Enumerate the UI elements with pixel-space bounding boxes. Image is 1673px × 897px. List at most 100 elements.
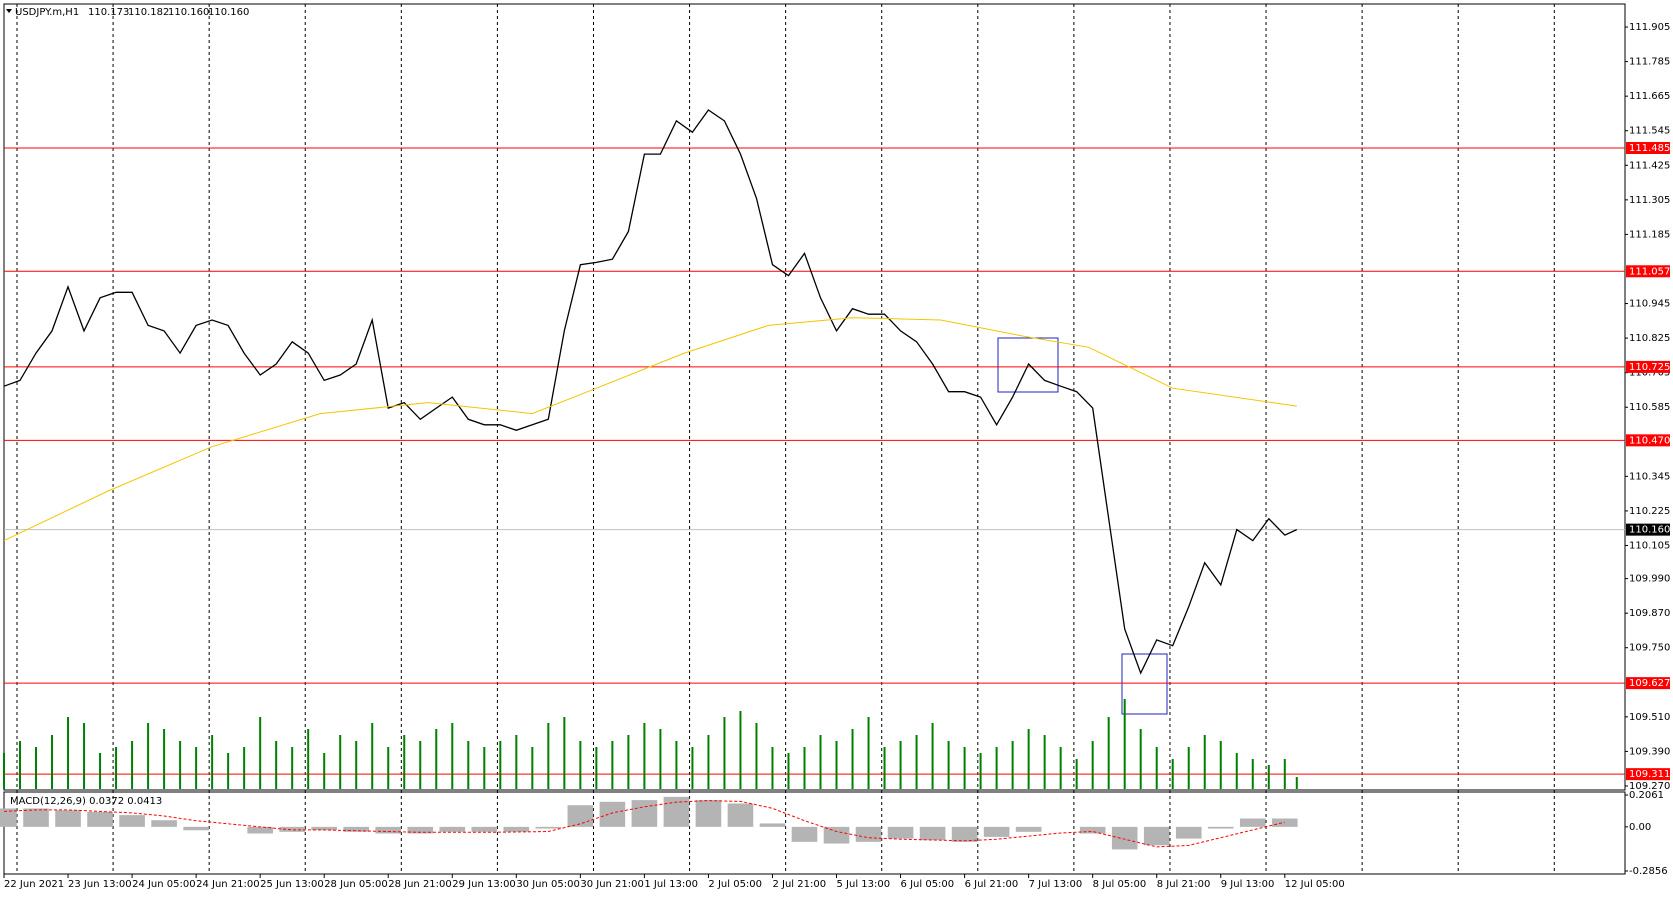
macd-bar [823, 826, 850, 844]
ohlc-low: 110.160 [168, 7, 209, 18]
macd-bar [1015, 826, 1042, 832]
volume-bar [51, 735, 54, 789]
macd-bar [983, 826, 1010, 837]
volume-bar [1219, 741, 1222, 789]
ohlc-close: 110.160 [208, 7, 249, 18]
macd-bar [1239, 818, 1266, 827]
volume-bar [227, 753, 230, 789]
level-box [1626, 768, 1670, 781]
x-tick-label: 12 Jul 05:00 [1285, 879, 1345, 890]
volume-bar [435, 729, 438, 789]
volume-bar [755, 723, 758, 789]
y-tick-label: 111.185 [1629, 229, 1670, 240]
volume-bar [675, 741, 678, 789]
annotation-box[interactable] [1121, 653, 1168, 715]
menu-arrow[interactable] [6, 9, 12, 13]
macd-frame [3, 791, 1626, 875]
macd-bar [55, 810, 81, 827]
volume-bar [99, 753, 102, 789]
macd-bar [23, 808, 49, 827]
x-tick-label: 30 Jun 21:00 [580, 879, 644, 890]
volume-bar [995, 747, 998, 789]
volume-bar [563, 717, 566, 789]
volume-bar [659, 729, 662, 789]
volume-bar [1123, 699, 1126, 789]
y-tick-label: 111.305 [1629, 195, 1670, 206]
volume-bar [1235, 753, 1238, 789]
symbol: USDJPY.m,H1 [15, 7, 79, 18]
macd-bar [151, 820, 177, 827]
volume-bar [787, 753, 790, 789]
x-tick-label: 5 Jul 13:00 [837, 879, 891, 890]
volume-bar [403, 735, 406, 789]
volume-bar [1283, 759, 1286, 789]
y-tick-label: 110.225 [1629, 506, 1670, 517]
macd-bar [919, 826, 946, 841]
volume-bar [515, 735, 518, 789]
volume-bar [947, 741, 950, 789]
volume-bar [1091, 741, 1094, 789]
volume-bar [595, 747, 598, 789]
volume-bar [1027, 729, 1030, 789]
volume-bar [723, 717, 726, 789]
x-tick-label: 7 Jul 13:00 [1029, 879, 1083, 890]
volume-bar [1203, 735, 1206, 789]
volume-bar [851, 729, 854, 789]
ohlc-open: 110.173 [88, 7, 129, 18]
macd-bar [567, 805, 594, 827]
y-tick-label: 109.870 [1629, 608, 1670, 619]
volume-bar [835, 741, 838, 789]
macd-bar [855, 826, 882, 842]
annotation-box[interactable] [997, 337, 1059, 393]
y-tick-label: 0.2061 [1629, 790, 1664, 801]
volume-bar [867, 717, 870, 789]
macd-bar [759, 823, 786, 827]
volume-bar [195, 747, 198, 789]
x-tick-label: 2 Jul 21:00 [772, 879, 826, 890]
volume-bar [67, 717, 70, 789]
volume-bar [19, 741, 22, 789]
macd-bar [247, 826, 273, 834]
level-box [1626, 142, 1670, 155]
grid [16, 4, 1555, 874]
x-tick-label: 1 Jul 13:00 [644, 879, 698, 890]
macd-bar [279, 826, 305, 832]
volume-bar [1267, 765, 1270, 789]
main-frame [3, 3, 1626, 791]
x-tick-label: 8 Jul 21:00 [1157, 879, 1211, 890]
level-label: 111.057 [1629, 266, 1670, 277]
volume-bar [243, 747, 246, 789]
volume-bar [211, 735, 214, 789]
y-tick-label: -0.2856 [1629, 866, 1668, 877]
macd-bar [375, 826, 402, 834]
macd-bar [471, 826, 498, 832]
macd-signal [3, 800, 1285, 848]
moving-average [3, 317, 1297, 542]
volume-bar [147, 723, 150, 789]
volume-bar [323, 753, 326, 789]
volume-bar [643, 723, 646, 789]
volume-bar [275, 741, 278, 789]
volume-bar [1011, 741, 1014, 789]
volume-bar [291, 747, 294, 789]
y-tick-label: 109.750 [1629, 643, 1670, 654]
x-tick-label: 29 Jun 13:00 [452, 879, 516, 890]
x-tick-label: 28 Jun 05:00 [324, 879, 388, 890]
volume-bar [307, 729, 310, 789]
x-tick-label: 2 Jul 05:00 [708, 879, 762, 890]
volume-bar [1075, 759, 1078, 789]
x-tick-label: 25 Jun 13:00 [260, 879, 324, 890]
x-tick-label: 9 Jul 13:00 [1221, 879, 1275, 890]
x-tick-label: 24 Jun 21:00 [196, 879, 260, 890]
level-box [1626, 265, 1670, 278]
y-tick-label: 111.785 [1629, 57, 1670, 68]
macd-bar [1175, 826, 1202, 839]
volume-bar [1107, 717, 1110, 789]
level-label: 109.627 [1629, 678, 1670, 689]
y-tick-label: 110.105 [1629, 540, 1670, 551]
macd-bar [791, 826, 818, 842]
macd-bar [183, 826, 209, 831]
volume-bar [259, 717, 262, 789]
volume-bar [931, 723, 934, 789]
